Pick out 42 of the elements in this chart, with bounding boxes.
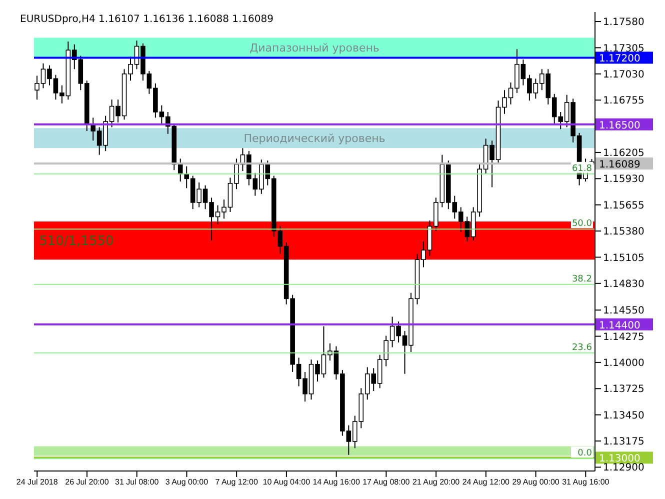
y-tick-label: 1.13725 bbox=[603, 384, 644, 396]
annotation: 61.8 bbox=[572, 164, 592, 174]
annotation: 38.2 bbox=[572, 274, 592, 284]
y-tick-label: 1.12900 bbox=[603, 462, 644, 474]
y-tick-label: 1.13175 bbox=[603, 436, 644, 448]
ref-line-label: 1.16089 bbox=[599, 160, 640, 171]
y-tick-label: 1.16755 bbox=[603, 96, 644, 107]
y-tick-label: 1.14000 bbox=[603, 358, 644, 369]
x-tick-label: 7 Aug 12:00 bbox=[215, 478, 258, 487]
y-tick-label: 1.17305 bbox=[603, 43, 644, 54]
band-label: Диапазонный уровень bbox=[250, 42, 380, 55]
y-tick-label: 1.16205 bbox=[603, 148, 644, 160]
y-tick-label: 1.14830 bbox=[603, 278, 644, 290]
x-tick-label: 24 Jul 2018 bbox=[16, 478, 58, 487]
y-tick-label: 1.14275 bbox=[603, 332, 644, 343]
y-tick-label: 1.17580 bbox=[603, 17, 644, 28]
x-tick-label: 31 Aug 16:00 bbox=[562, 478, 610, 487]
x-tick-label: 10 Aug 04:00 bbox=[262, 478, 311, 487]
y-tick-label: 1.14550 bbox=[603, 306, 644, 317]
x-tick-label: 24 Aug 12:00 bbox=[462, 478, 510, 487]
x-tick-label: 3 Aug 00:00 bbox=[165, 478, 209, 487]
ref-line-label: 1.16500 bbox=[599, 120, 640, 132]
y-tick-label: 1.13450 bbox=[603, 410, 644, 422]
chart-title: EURUSDpro,H4 1.16107 1.16136 1.16088 1.16089 bbox=[20, 14, 274, 25]
annotation: 23.6 bbox=[572, 342, 592, 353]
x-tick-label: 29 Aug 00:00 bbox=[512, 478, 560, 487]
y-tick-label: 1.17030 bbox=[603, 69, 644, 80]
ref-line-label: 1.14400 bbox=[599, 320, 640, 332]
x-tick-label: 17 Aug 08:00 bbox=[362, 478, 410, 487]
y-tick-label: 1.15105 bbox=[603, 252, 644, 264]
x-tick-label: 26 Jul 20:00 bbox=[65, 478, 110, 487]
y-tick-label: 1.15930 bbox=[603, 174, 644, 186]
ref-line-label: 1.17200 bbox=[599, 54, 640, 65]
y-tick-label: 1.15380 bbox=[603, 226, 644, 238]
x-tick-label: 21 Aug 20:00 bbox=[412, 478, 460, 487]
x-tick-label: 14 Aug 16:00 bbox=[312, 478, 360, 487]
x-tick-label: 31 Jul 08:00 bbox=[115, 478, 160, 487]
band-label: Периодический уровень bbox=[244, 132, 386, 146]
band-label: 510/1,1550 bbox=[39, 234, 114, 250]
annotation: 0.0 bbox=[578, 448, 592, 459]
y-tick-label: 1.15655 bbox=[603, 200, 644, 212]
annotation: 50.0 bbox=[572, 219, 592, 230]
